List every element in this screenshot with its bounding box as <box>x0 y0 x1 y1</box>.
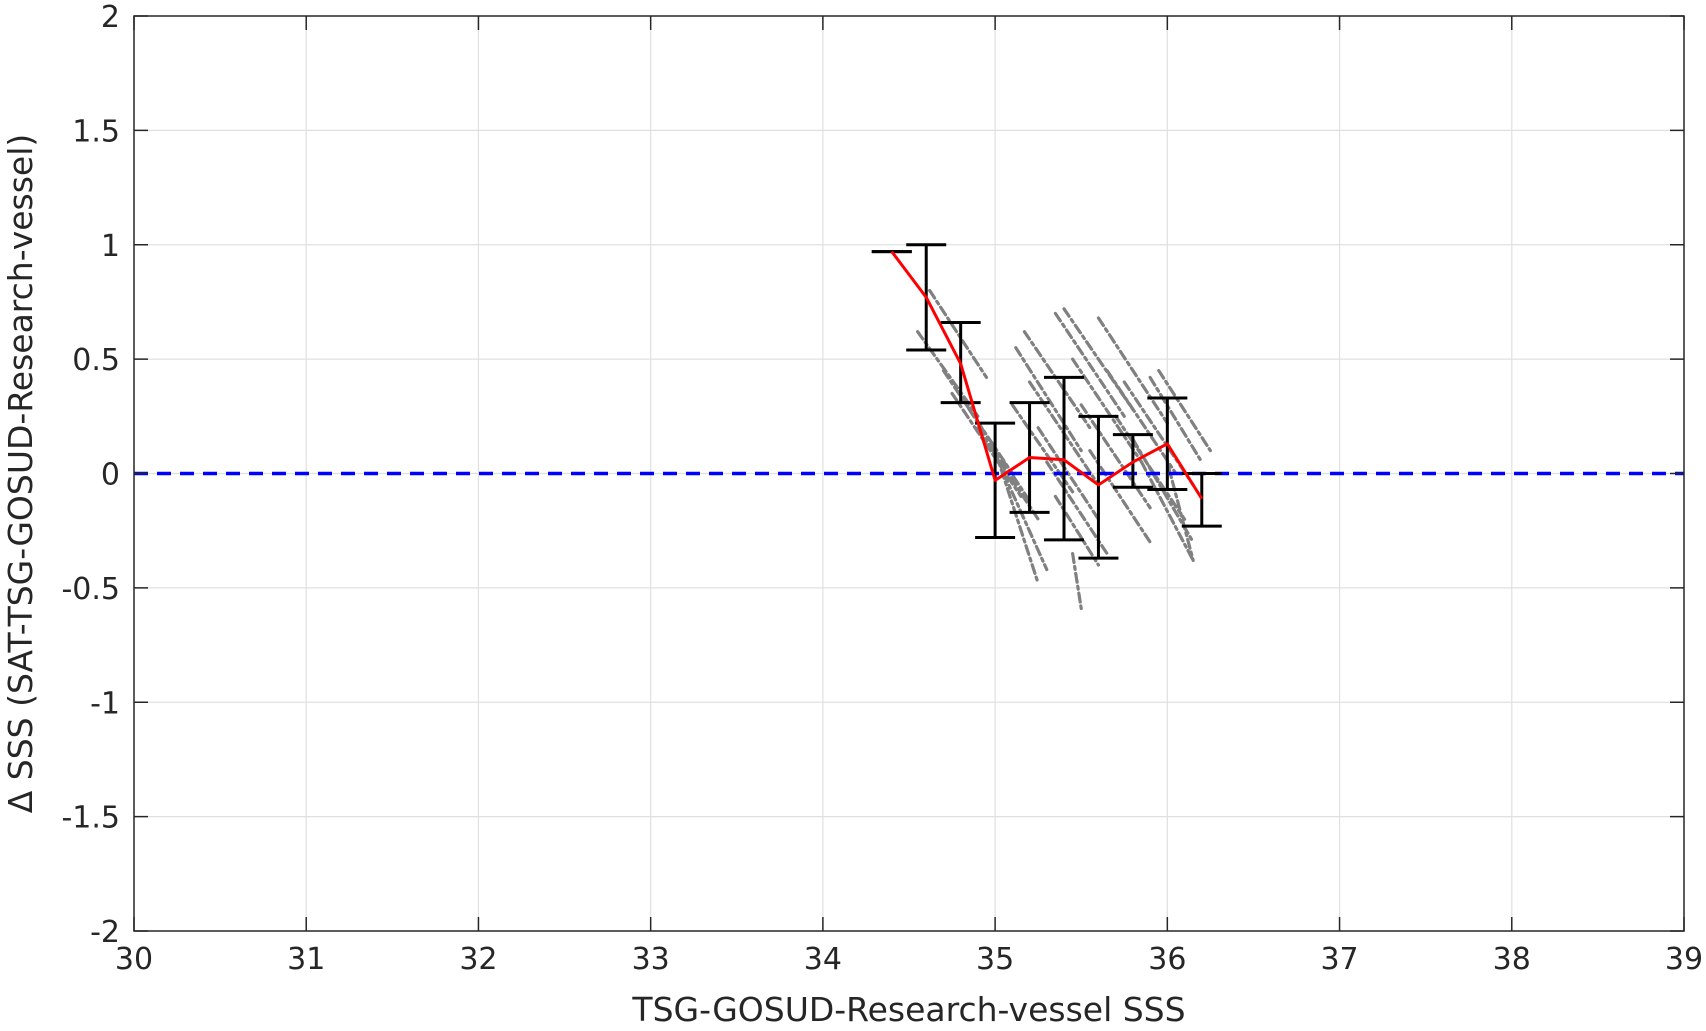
mean-line-series <box>890 250 1204 500</box>
y-tick-label: 0 <box>101 458 120 493</box>
mean-line <box>890 250 1204 500</box>
y-tick-label: 1 <box>101 229 120 264</box>
errorbar <box>1078 414 1119 560</box>
y-axis-label: Δ SSS (SAT-TSG-GOSUD-Research-vessel) <box>1 134 40 814</box>
scatter-point-streak <box>1148 375 1204 464</box>
errorbar-series <box>871 243 1222 560</box>
x-tick-label: 32 <box>459 942 497 977</box>
y-tick-label: 0.5 <box>72 343 120 378</box>
scatter-point-streak <box>1105 368 1178 476</box>
scatter-point-streak <box>1165 460 1195 563</box>
scatter-point-streak <box>1139 460 1195 563</box>
x-tick-label: 37 <box>1320 942 1358 977</box>
y-tick-label: 1.5 <box>72 114 120 149</box>
scatter-point-streak <box>1079 403 1152 510</box>
x-tick-label: 34 <box>804 942 842 977</box>
y-tick-label: -0.5 <box>61 572 120 607</box>
y-tick-label: -2 <box>90 915 120 950</box>
x-tick-label: 39 <box>1665 942 1703 977</box>
y-tick-label: -1.5 <box>61 801 120 836</box>
scatter-point-streak <box>1096 316 1169 425</box>
scatter-point-streak <box>1036 426 1101 521</box>
scatter-point-streak <box>1053 311 1126 418</box>
scatter-point-streak <box>1014 346 1083 453</box>
errorbar <box>1181 472 1222 528</box>
scatter-point-streak <box>1071 357 1144 464</box>
scatter-point-streak <box>1022 330 1092 430</box>
scatter-point-streak <box>1045 460 1109 556</box>
scatter-point-streak <box>1002 471 1049 572</box>
y-tick-label: 2 <box>101 0 120 35</box>
scatter-point-streak <box>950 391 1023 498</box>
scatter-point-streak <box>928 288 989 380</box>
scatter-point-streak <box>993 449 1040 585</box>
scatter-point-streak <box>1157 368 1212 453</box>
x-tick-label: 30 <box>115 942 153 977</box>
scatter-point-streak <box>1088 449 1152 544</box>
x-tick-label: 38 <box>1493 942 1531 977</box>
scatter-point-streak <box>1071 551 1083 611</box>
x-axis-label: TSG-GOSUD-Research-vessel SSS <box>631 990 1185 1029</box>
y-tick-label: -1 <box>90 686 120 721</box>
x-tick-label: 33 <box>632 942 670 977</box>
y-tick-labels: -2 -1.5 -1 -0.5 0 0.5 1 1.5 2 <box>61 0 120 950</box>
axes-frame <box>133 15 1685 932</box>
x-tick-labels: 30 31 32 33 34 35 36 37 38 39 <box>115 942 1703 977</box>
x-tick-label: 36 <box>1148 942 1186 977</box>
x-tick-label: 35 <box>976 942 1014 977</box>
x-tick-label: 31 <box>287 942 325 977</box>
scatter-point-streak <box>967 407 1032 503</box>
